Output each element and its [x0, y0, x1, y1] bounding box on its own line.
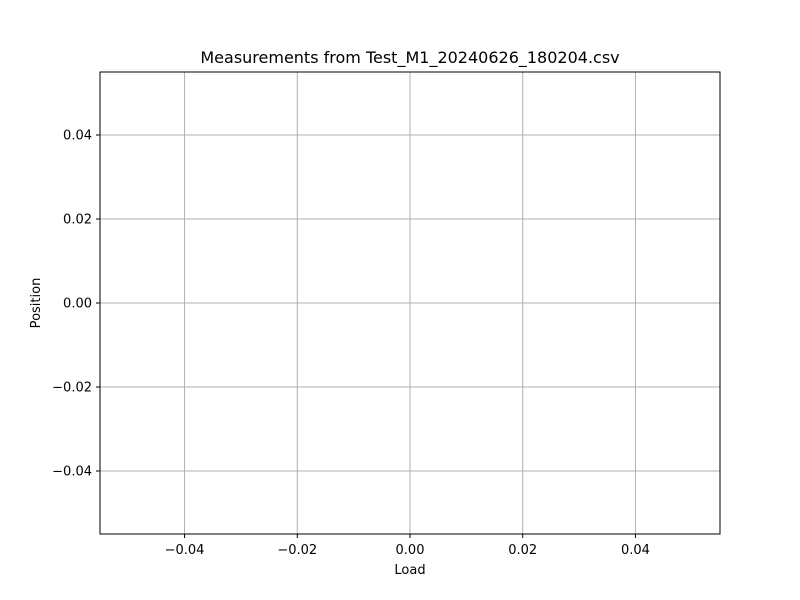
y-axis-ticks: −0.04 −0.02 0.00 0.02 0.04 [52, 129, 100, 480]
y-tick-label: 0.02 [63, 213, 92, 228]
grid-lines [100, 72, 720, 534]
x-tick-label: −0.04 [165, 543, 205, 558]
x-tick-label: 0.00 [396, 543, 425, 558]
y-tick-label: 0.04 [63, 129, 92, 144]
y-tick-label: −0.04 [52, 465, 92, 480]
y-tick-label: −0.02 [52, 381, 92, 396]
x-tick-label: 0.02 [508, 543, 537, 558]
chart-title: Measurements from Test_M1_20240626_18020… [200, 48, 619, 68]
x-axis-label: Load [394, 563, 425, 578]
y-tick-label: 0.00 [63, 297, 92, 312]
y-axis-label: Position [29, 278, 44, 329]
x-tick-label: 0.04 [621, 543, 650, 558]
x-tick-label: −0.02 [277, 543, 317, 558]
x-axis-ticks: −0.04 −0.02 0.00 0.02 0.04 [165, 534, 650, 558]
